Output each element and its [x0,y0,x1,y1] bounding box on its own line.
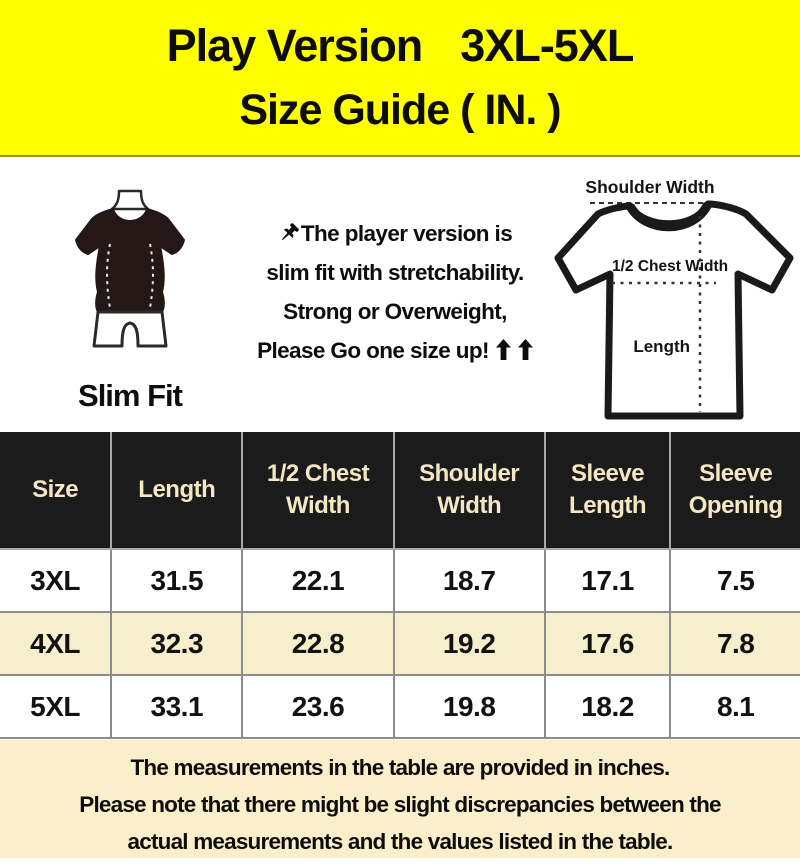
size-table: Size Length 1/2 Chest Width Shoulder Wid… [0,432,800,739]
cell-shoulder-width: 18.7 [392,548,546,613]
fit-note-line: slim fit with stretchability. [266,260,524,285]
up-arrow-icon [495,333,511,360]
footer-note-line: actual measurements and the values liste… [127,829,674,854]
cell-chest-width: 23.6 [241,674,395,739]
cell-sleeve-opening: 7.8 [669,611,800,676]
banner-title-right: 3XL-5XL [460,20,634,71]
table-row-3xl: 3XL 31.5 22.1 18.7 17.1 7.5 [0,548,800,613]
footer-note: The measurements in the table are provid… [0,740,800,858]
up-arrow-icon [517,333,533,360]
footer-note-line: The measurements in the table are provid… [130,755,670,780]
banner-title-left: Play Version [166,20,424,71]
col-header-shoulder-width: Shoulder Width [392,432,546,550]
col-header-sleeve-length: Sleeve Length [543,432,672,550]
cell-size: 3XL [0,548,113,613]
fit-note-line: The player version is [222,214,568,253]
slim-fit-figure [62,188,198,352]
banner-title: Play Version 3XL-5XL [166,20,635,72]
cell-length: 31.5 [110,548,244,613]
chest-width-label: 1/2 Chest Width [612,258,728,275]
cell-sleeve-opening: 8.1 [669,674,800,739]
fit-note-line: Strong or Overweight, [283,299,507,324]
col-header-chest-width: 1/2 Chest Width [241,432,395,550]
slim-fit-figure-icon [75,189,185,348]
banner: Play Version 3XL-5XL Size Guide ( IN. ) [0,0,800,157]
cell-chest-width: 22.1 [241,548,395,613]
cell-size: 4XL [0,611,113,676]
cell-length: 33.1 [110,674,244,739]
length-label: Length [633,337,690,356]
col-header-length: Length [110,432,244,550]
cell-sleeve-length: 18.2 [543,674,672,739]
col-header-size: Size [0,432,113,550]
cell-sleeve-length: 17.6 [543,611,672,676]
table-row-5xl: 5XL 33.1 23.6 19.8 18.2 8.1 [0,674,800,739]
pushpin-icon [278,217,300,241]
footer-note-line: Please note that there might be slight d… [79,792,721,817]
slim-fit-label: Slim Fit [78,378,183,413]
table-header-row: Size Length 1/2 Chest Width Shoulder Wid… [0,432,800,550]
shoulder-width-label: Shoulder Width [585,177,714,197]
cell-length: 32.3 [110,611,244,676]
tshirt-diagram-icon: Shoulder Width 1/2 Chest Width Length [554,177,794,420]
cell-sleeve-length: 17.1 [543,548,672,613]
fit-note-line: Please Go one size up! [222,331,568,370]
cell-size: 5XL [0,674,113,739]
cell-shoulder-width: 19.8 [392,674,546,739]
cell-shoulder-width: 19.2 [392,611,546,676]
col-header-sleeve-opening: Sleeve Opening [669,432,800,550]
fit-note: The player version is slim fit with stre… [222,214,568,370]
table-row-4xl: 4XL 32.3 22.8 19.2 17.6 7.8 [0,611,800,676]
cell-chest-width: 22.8 [241,611,395,676]
banner-subtitle: Size Guide ( IN. ) [239,86,561,134]
cell-sleeve-opening: 7.5 [669,548,800,613]
tshirt-diagram: Shoulder Width 1/2 Chest Width Length [550,170,798,428]
